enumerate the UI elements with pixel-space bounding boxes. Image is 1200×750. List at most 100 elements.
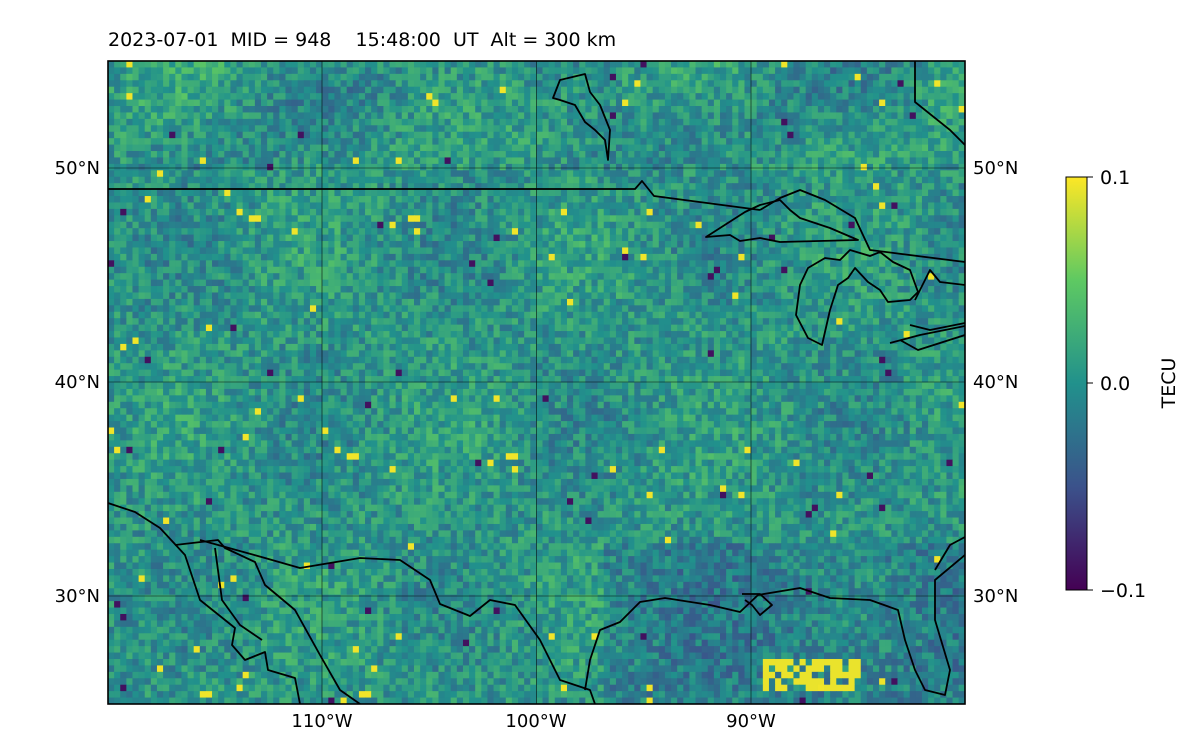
tec-cell: [640, 163, 647, 171]
tec-cell: [352, 215, 360, 223]
tec-cell: [156, 228, 164, 236]
tec-cell: [261, 118, 268, 126]
tec-cell: [395, 151, 403, 158]
tec-cell: [750, 138, 758, 145]
tec-cell: [524, 176, 531, 184]
tec-cell: [744, 221, 751, 229]
tec-cell: [126, 176, 133, 184]
tec-cell: [591, 112, 598, 120]
tec-cell: [352, 61, 360, 68]
tec-cell: [873, 183, 880, 190]
tec-cell: [903, 106, 911, 113]
tec-cell: [169, 131, 176, 139]
tec-cell: [817, 189, 825, 197]
tec-cell: [909, 118, 917, 126]
tec-cell: [285, 112, 292, 120]
tec-cell: [683, 99, 690, 107]
tec-cell: [499, 131, 507, 139]
tec-cell: [579, 266, 586, 274]
tec-cell: [554, 260, 562, 268]
tec-cell: [781, 170, 788, 178]
tec-cell: [609, 208, 617, 216]
tec-cell: [707, 86, 715, 94]
tec-cell: [187, 144, 195, 152]
tec-cell: [805, 106, 813, 113]
tec-cell: [346, 202, 354, 210]
tec-cell: [352, 138, 360, 145]
tec-cell: [726, 260, 733, 268]
tec-cell: [328, 189, 335, 197]
tec-cell: [205, 202, 213, 210]
tec-cell: [285, 247, 292, 255]
tec-cell: [438, 151, 445, 158]
tec-cell: [126, 221, 133, 229]
tec-cell: [597, 215, 605, 223]
tec-cell: [640, 61, 647, 68]
tec-cell: [169, 138, 176, 145]
tec-cell: [273, 67, 280, 75]
tec-cell: [156, 131, 164, 139]
tec-cell: [199, 260, 207, 268]
tec-cell: [713, 125, 721, 133]
tec-cell: [328, 183, 335, 190]
tec-cell: [248, 106, 256, 113]
tec-cell: [597, 279, 605, 287]
tec-cell: [548, 106, 556, 113]
tec-cell: [615, 131, 623, 139]
tec-cell: [689, 221, 696, 229]
tec-cell: [628, 99, 635, 107]
tec-cell: [414, 273, 421, 281]
tec-cell: [316, 241, 323, 248]
tec-cell: [456, 106, 464, 113]
tec-cell: [554, 279, 562, 287]
tec-cell: [456, 279, 464, 287]
tec-cell: [420, 228, 427, 236]
tec-cell: [787, 80, 794, 88]
tec-cell: [493, 170, 501, 178]
tec-cell: [775, 208, 782, 216]
tec-cell: [940, 241, 947, 248]
tec-cell: [567, 196, 574, 203]
tec-cell: [212, 183, 219, 190]
tec-cell: [303, 228, 311, 236]
tec-cell: [150, 112, 158, 120]
tec-cell: [921, 157, 929, 165]
tec-cell: [322, 163, 329, 171]
tec-cell: [518, 125, 525, 133]
tec-cell: [254, 247, 262, 255]
tec-cell: [426, 67, 433, 75]
tec-cell: [628, 157, 635, 165]
tec-cell: [756, 67, 764, 75]
tec-cell: [762, 208, 770, 216]
tec-cell: [205, 286, 213, 293]
tec-cell: [671, 189, 678, 197]
tec-cell: [830, 215, 837, 223]
tec-cell: [928, 86, 935, 94]
tec-cell: [536, 86, 543, 94]
tec-cell: [542, 67, 550, 75]
tec-cell: [309, 131, 317, 139]
tec-cell: [444, 202, 452, 210]
tec-cell: [634, 73, 641, 81]
tec-cell: [303, 208, 311, 216]
tec-cell: [187, 93, 195, 100]
tec-cell: [866, 221, 874, 229]
tec-cell: [824, 93, 831, 100]
tec-cell: [634, 176, 641, 184]
tec-cell: [285, 196, 292, 203]
tec-cell: [781, 228, 788, 236]
tec-cell: [646, 138, 654, 145]
tec-cell: [891, 151, 898, 158]
tec-cell: [383, 241, 390, 248]
tec-cell: [750, 125, 758, 133]
tec-cell: [120, 241, 127, 248]
tec-cell: [732, 144, 739, 152]
tec-cell: [873, 67, 880, 75]
tec-cell: [303, 170, 311, 178]
tec-cell: [254, 241, 262, 248]
tec-cell: [536, 253, 543, 261]
tec-cell: [199, 247, 207, 255]
tec-cell: [805, 183, 813, 190]
tec-cell: [560, 266, 568, 274]
tec-cell: [169, 170, 176, 178]
